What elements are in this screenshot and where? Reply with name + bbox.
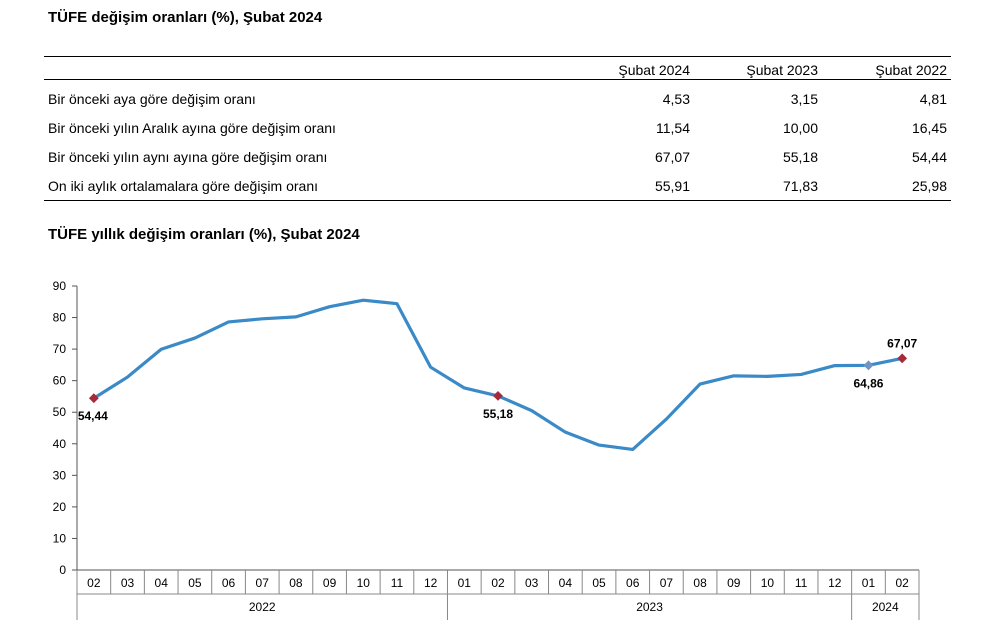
chart-title: TÜFE yıllık değişim oranları (%), Şubat … (48, 226, 360, 243)
y-tick-label: 10 (53, 531, 67, 545)
table-row: Bir önceki yılın aynı ayına göre değişim… (44, 142, 951, 171)
change-rates-table: Şubat 2024 Şubat 2023 Şubat 2022 Bir önc… (44, 56, 951, 201)
data-label: 54,44 (78, 409, 108, 423)
x-tick-label: 04 (559, 576, 573, 590)
table-cell: 55,18 (782, 148, 818, 165)
table-cell: 54,44 (911, 148, 947, 165)
y-tick-label: 50 (53, 405, 67, 419)
x-tick-label: 06 (222, 576, 236, 590)
x-tick-label: 10 (761, 576, 775, 590)
x-tick-label: 07 (660, 576, 674, 590)
data-point-marker (863, 360, 874, 371)
column-header: Şubat 2024 (504, 56, 694, 80)
x-tick-label: 04 (155, 576, 169, 590)
x-tick-label: 02 (895, 576, 909, 590)
x-tick-label: 06 (626, 576, 640, 590)
table-cell: 3,15 (790, 90, 818, 107)
x-tick-label: 09 (323, 576, 337, 590)
x-tick-label: 08 (289, 576, 303, 590)
table-cell: 55,91 (504, 171, 694, 201)
x-tick-label: 01 (862, 576, 876, 590)
row-label: On iki aylık ortalamalara göre değişim o… (44, 171, 504, 201)
y-tick-label: 0 (59, 563, 66, 577)
table-row: Bir önceki aya göre değişim oranı 4,53 3… (44, 80, 951, 114)
row-label: Bir önceki aya göre değişim oranı (48, 90, 256, 107)
data-point-marker (897, 353, 908, 364)
series-line (92, 298, 904, 452)
year-label: 2023 (636, 600, 663, 614)
x-tick-label: 10 (357, 576, 371, 590)
year-label: 2022 (249, 600, 276, 614)
data-point-marker (88, 393, 99, 404)
y-tick-label: 40 (53, 437, 67, 451)
y-tick-label: 70 (53, 342, 67, 356)
table-cell: 11,54 (656, 119, 690, 136)
column-header (44, 56, 504, 80)
x-tick-label: 12 (424, 576, 438, 590)
table-cell: 16,45 (911, 119, 947, 136)
column-header: Şubat 2023 (694, 56, 822, 80)
x-tick-label: 05 (592, 576, 606, 590)
y-tick-label: 90 (53, 279, 67, 293)
x-tick-label: 11 (391, 576, 404, 590)
x-tick-label: 08 (693, 576, 707, 590)
table-row: Bir önceki yılın Aralık ayına göre değiş… (44, 113, 951, 142)
x-tick-label: 03 (525, 576, 539, 590)
x-tick-label: 02 (87, 576, 101, 590)
table-cell: 71,83 (694, 171, 822, 201)
x-tick-label: 02 (491, 576, 505, 590)
x-tick-label: 12 (828, 576, 842, 590)
table-cell: 4,53 (662, 90, 690, 107)
column-header: Şubat 2022 (822, 56, 951, 80)
data-point-marker (493, 390, 503, 401)
data-label: 64,86 (853, 376, 883, 390)
data-label: 55,18 (483, 407, 513, 421)
x-tick-label: 03 (121, 576, 135, 590)
table-cell: 25,98 (822, 171, 951, 201)
table-row: On iki aylık ortalamalara göre değişim o… (44, 171, 951, 201)
x-tick-label: 11 (795, 576, 808, 590)
x-tick-label: 05 (188, 576, 202, 590)
x-tick-label: 09 (727, 576, 741, 590)
row-label: Bir önceki yılın aynı ayına göre değişim… (48, 148, 328, 165)
y-tick-label: 30 (53, 468, 67, 482)
y-tick-label: 20 (53, 500, 67, 514)
row-label: Bir önceki yılın Aralık ayına göre değiş… (48, 119, 336, 136)
x-tick-label: 01 (458, 576, 472, 590)
table-cell: 10,00 (782, 119, 818, 136)
table-title: TÜFE değişim oranları (%), Şubat 2024 (48, 9, 323, 26)
table-header-row: Şubat 2024 Şubat 2023 Şubat 2022 (44, 56, 951, 80)
table-cell: 4,81 (919, 90, 947, 107)
table-cell: 67,07 (654, 148, 690, 165)
data-label: 67,07 (887, 336, 917, 350)
y-tick-label: 60 (53, 374, 67, 388)
y-tick-label: 80 (53, 311, 67, 325)
year-label: 2024 (872, 600, 899, 614)
x-tick-label: 07 (256, 576, 270, 590)
